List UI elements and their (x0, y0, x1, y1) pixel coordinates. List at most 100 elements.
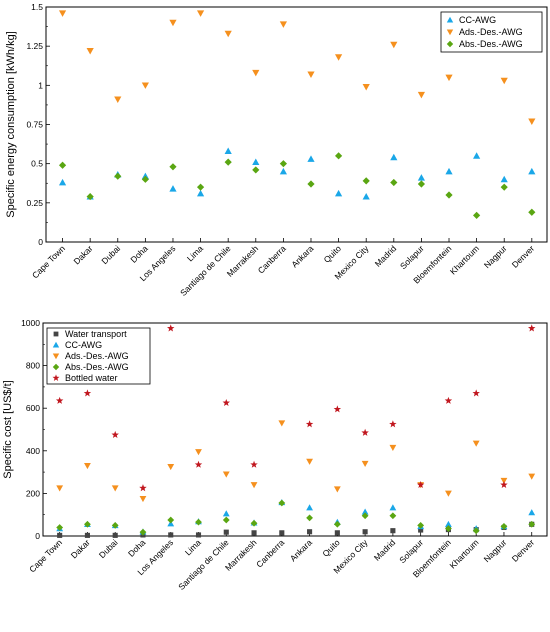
point-ads-des-awg-doha (139, 496, 147, 503)
point-ads-des-awg-marrakesh (252, 69, 260, 77)
point-abs-des-awg-denver (528, 208, 536, 216)
y-tick-label: 1.5 (31, 2, 43, 12)
point-water-transport-mexico-city (362, 529, 368, 535)
point-abs-des-awg-bloemfontein (445, 191, 453, 199)
point-abs-des-awg-dakar (86, 192, 94, 201)
point-bottled-water-denver (528, 324, 536, 332)
point-abs-des-awg-doha (141, 175, 149, 183)
point-ads-des-awg-quito (334, 54, 343, 61)
x-tick-label-nagpur: Nagpur (482, 537, 509, 564)
point-cc-awg-mexico-city (362, 192, 370, 200)
point-ads-des-awg-lima (195, 449, 202, 456)
x-tick-label-lima: Lima (183, 537, 203, 557)
point-abs-des-awg-cape-town (56, 524, 64, 531)
point-ads-des-awg-dubai (111, 485, 119, 492)
point-cc-awg-los-angeles (169, 185, 177, 192)
point-bottled-water-santiago-de-chile (222, 398, 230, 407)
point-cc-awg-denver (528, 167, 536, 175)
x-tick-label-khartoum: Khartoum (447, 537, 480, 570)
point-water-transport-marrakesh (251, 530, 257, 536)
point-abs-des-awg-los-angeles (169, 163, 177, 171)
x-tick-label-dakar: Dakar (69, 537, 92, 560)
point-abs-des-awg-madrid (390, 178, 398, 187)
energy-data-points (58, 10, 536, 219)
x-tick-label-madrid: Madrid (373, 243, 399, 269)
point-abs-des-awg-lima (195, 518, 202, 526)
point-ads-des-awg-denver (528, 118, 536, 125)
point-cc-awg-khartoum (473, 152, 481, 159)
point-abs-des-awg-santiago-de-chile (222, 516, 230, 524)
point-abs-des-awg-marrakesh (252, 166, 260, 174)
point-abs-des-awg-nagpur (500, 183, 508, 191)
point-ads-des-awg-solapur (417, 91, 426, 99)
point-ads-des-awg-dakar (84, 462, 91, 470)
legend-marker-ads-des-awg (446, 29, 454, 36)
point-water-transport-los-angeles (168, 532, 174, 538)
point-cc-awg-marrakesh (252, 158, 260, 165)
point-cc-awg-ankara (306, 504, 313, 511)
legend-marker-abs-des-awg (446, 40, 454, 48)
point-abs-des-awg-denver (528, 520, 536, 528)
legend-label-cc-awg: CC-AWG (65, 340, 102, 350)
point-cc-awg-canberra (279, 167, 287, 175)
point-ads-des-awg-cape-town (58, 10, 67, 17)
point-ads-des-awg-dubai (114, 96, 122, 104)
x-tick-label-cape-town: Cape Town (27, 537, 64, 574)
x-tick-label-khartoum: Khartoum (448, 243, 481, 276)
point-abs-des-awg-canberra (279, 160, 287, 168)
point-abs-des-awg-marrakesh (250, 519, 258, 527)
point-abs-des-awg-dubai (114, 172, 122, 180)
point-abs-des-awg-dubai (111, 521, 119, 529)
cost-data-points (55, 324, 536, 538)
point-bottled-water-quito (333, 405, 342, 413)
y-tick-label: 200 (26, 488, 40, 498)
point-ads-des-awg-madrid (390, 41, 398, 49)
x-tick-label-canberra: Canberra (256, 243, 288, 275)
point-abs-des-awg-solapur (417, 180, 426, 188)
point-bottled-water-cape-town (55, 396, 64, 404)
point-water-transport-solapur (418, 527, 424, 533)
point-ads-des-awg-cape-town (56, 485, 64, 492)
x-tick-label-madrid: Madrid (372, 537, 398, 563)
x-tick-label-lima: Lima (185, 243, 205, 263)
point-cc-awg-santiago-de-chile (222, 510, 230, 517)
point-ads-des-awg-ankara (307, 71, 315, 78)
point-ads-des-awg-madrid (389, 444, 397, 452)
point-bottled-water-doha (139, 484, 147, 492)
energy-y-ticks: 0 0.25 0.5 0.75 1 1.25 1.5 (26, 2, 50, 247)
y-tick-label: 400 (26, 446, 40, 456)
point-abs-des-awg-solapur (417, 521, 425, 529)
point-abs-des-awg-khartoum (473, 211, 481, 219)
point-ads-des-awg-denver (528, 473, 536, 480)
cost-legend-box (46, 327, 151, 385)
point-ads-des-awg-khartoum (472, 440, 480, 447)
energy-chart: Specific energy consumption [kWh/kg] 0 0.… (5, 2, 548, 298)
point-ads-des-awg-los-angeles (169, 19, 177, 27)
point-bottled-water-dubai (111, 430, 119, 438)
cost-chart: Specific cost [US$/t] 02004006008001000 … (2, 318, 548, 592)
point-ads-des-awg-doha (141, 82, 149, 89)
point-ads-des-awg-nagpur (500, 477, 508, 485)
point-water-transport-dakar (84, 532, 90, 538)
point-bottled-water-ankara (305, 420, 314, 428)
point-water-transport-madrid (390, 528, 396, 534)
point-bottled-water-madrid (389, 420, 397, 428)
legend-label-abs-des-awg: Abs.-Des.-AWG (459, 39, 523, 49)
y-tick-label: 1 (38, 80, 43, 90)
point-bottled-water-nagpur (500, 480, 508, 489)
x-tick-label-quito: Quito (320, 537, 342, 559)
point-abs-des-awg-madrid (389, 512, 397, 520)
y-tick-label: 1000 (21, 318, 40, 328)
y-tick-label: 0.5 (31, 159, 43, 169)
energy-legend-box (440, 11, 543, 53)
point-cc-awg-nagpur (500, 175, 508, 183)
point-abs-des-awg-ankara (306, 514, 313, 522)
x-tick-label-santiago-de-chile: Santiago de Chile (176, 537, 231, 592)
point-water-transport-quito (334, 530, 340, 536)
point-abs-des-awg-dakar (84, 520, 91, 528)
point-bottled-water-mexico-city (361, 428, 369, 436)
cost-y-ticks: 0 200 400 600 800 1000 (21, 318, 47, 541)
y-tick-label: 1.25 (26, 41, 43, 51)
